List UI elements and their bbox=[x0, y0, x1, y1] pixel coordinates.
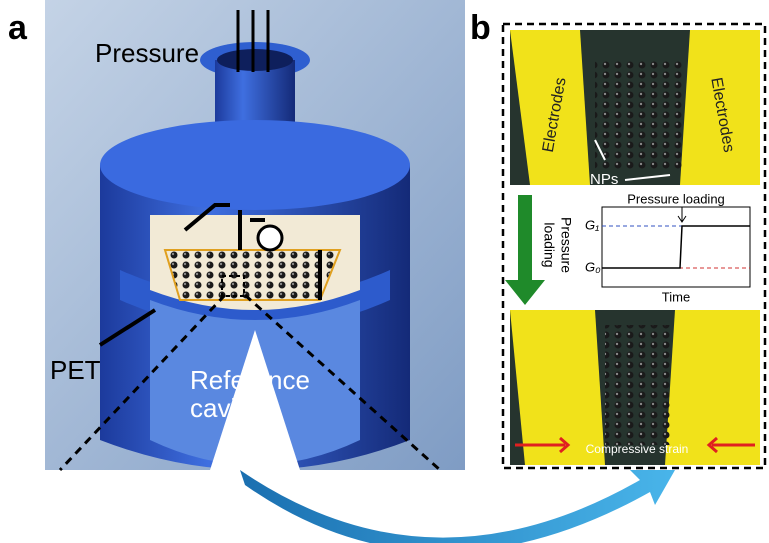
side-label: loading bbox=[541, 222, 557, 267]
panel-label: b bbox=[470, 9, 491, 47]
inset-plot bbox=[602, 207, 750, 287]
figure: a Pressure PET Reference cavity b Electr… bbox=[0, 0, 769, 543]
strain-label: Compressive strain bbox=[586, 442, 689, 456]
inset-title: Pressure loading bbox=[627, 191, 725, 206]
cavity-label: cavity bbox=[190, 393, 256, 423]
inset-x-label: Time bbox=[662, 289, 690, 304]
transition-arrow bbox=[240, 470, 675, 543]
cavity-label: Reference bbox=[190, 365, 310, 395]
inset-g0: G₀ bbox=[585, 259, 601, 274]
pet-label: PET bbox=[50, 355, 101, 385]
panel-label: a bbox=[8, 9, 28, 47]
side-label: Pressure bbox=[558, 217, 574, 273]
nps-label: NPs bbox=[590, 171, 618, 188]
inset-g1: G₁ bbox=[585, 217, 599, 232]
loading-arrow bbox=[505, 195, 545, 305]
pressure-label: Pressure bbox=[95, 38, 199, 68]
